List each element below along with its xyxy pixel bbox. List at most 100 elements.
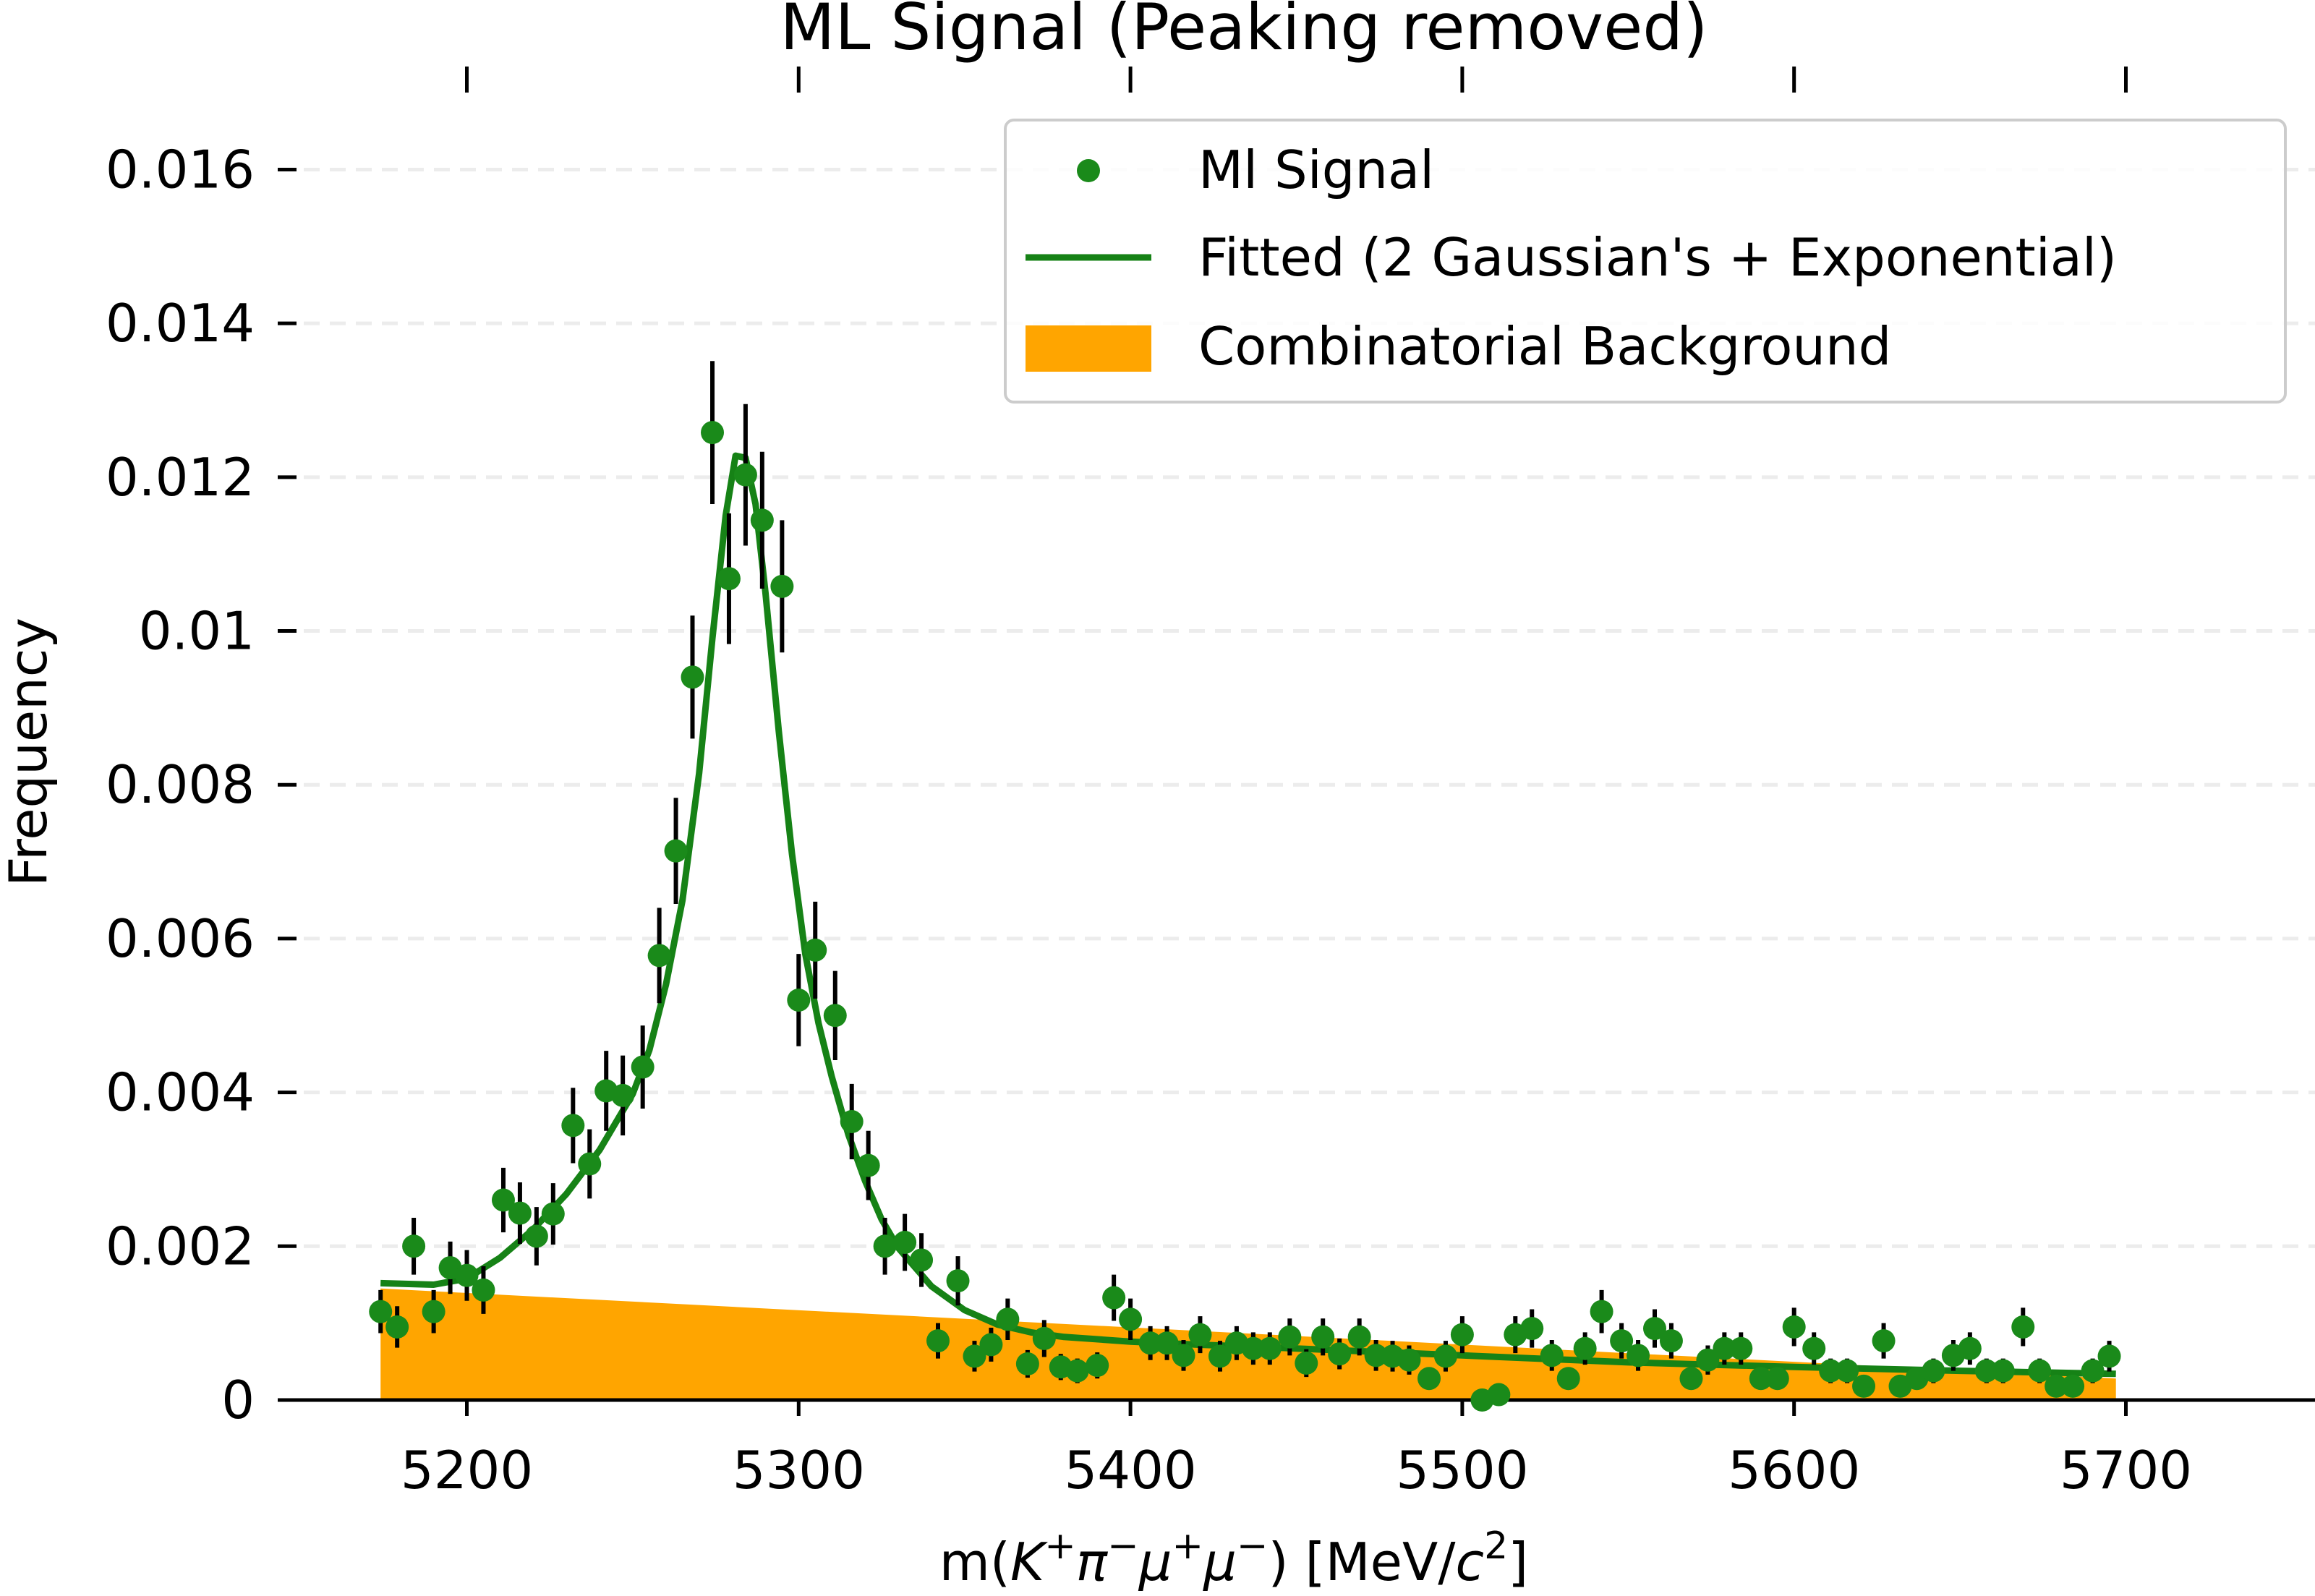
signal-point [1119, 1307, 1143, 1331]
signal-point [1311, 1325, 1335, 1349]
signal-point [631, 1055, 655, 1079]
signal-point [1155, 1331, 1179, 1355]
signal-point [979, 1333, 1003, 1357]
signal-point [856, 1153, 880, 1177]
x-tick-label: 5600 [1728, 1440, 1860, 1501]
y-tick-label: 0.014 [106, 293, 255, 354]
signal-point [1086, 1354, 1109, 1378]
signal-point [681, 665, 704, 689]
y-tick-label: 0.008 [106, 754, 255, 815]
signal-points-layer [369, 361, 2121, 1412]
legend-signal-label: Ml Signal [1198, 140, 1434, 200]
signal-point [1138, 1331, 1162, 1355]
signal-point [1696, 1348, 1720, 1372]
signal-point [1433, 1344, 1457, 1368]
signal-point [1520, 1317, 1544, 1341]
signal-point [787, 988, 811, 1012]
signal-point [1487, 1383, 1511, 1407]
signal-point [1679, 1367, 1703, 1391]
signal-point [1802, 1336, 1826, 1360]
signal-point [1819, 1359, 1843, 1383]
signal-point [823, 1004, 847, 1028]
y-tick-label: 0.016 [106, 139, 255, 200]
signal-point [1729, 1336, 1753, 1360]
signal-point [1974, 1359, 1998, 1383]
signal-point [2061, 1374, 2085, 1398]
signal-point [2045, 1374, 2068, 1398]
x-tick-label: 5500 [1396, 1440, 1528, 1501]
signal-point [946, 1269, 970, 1293]
signal-point [369, 1300, 393, 1323]
signal-point [701, 421, 725, 445]
signal-point [1347, 1325, 1371, 1349]
y-tick-label: 0.006 [106, 908, 255, 969]
signal-point [1573, 1336, 1597, 1360]
signal-point [717, 567, 741, 591]
signal-point [524, 1224, 548, 1248]
legend-background-label: Combinatorial Background [1198, 316, 1891, 377]
signal-point [1991, 1359, 2015, 1383]
signal-point [1659, 1329, 1683, 1353]
signal-point [1749, 1367, 1773, 1391]
signal-point [1627, 1344, 1650, 1367]
signal-point [1397, 1348, 1421, 1372]
signal-point [491, 1188, 515, 1212]
signal-point [1610, 1329, 1634, 1353]
signal-point [1765, 1367, 1789, 1391]
y-tick-label: 0 [221, 1370, 255, 1430]
signal-point [2011, 1315, 2035, 1339]
axes: 5200 5300 5400 5500 5600 5700 0 0.002 0.004 0.006… [106, 67, 2315, 1501]
signal-point [561, 1114, 585, 1138]
x-tick-label: 5300 [733, 1440, 865, 1501]
signal-point [422, 1300, 445, 1323]
signal-point [733, 463, 757, 487]
signal-point [1540, 1344, 1564, 1367]
signal-point [1364, 1344, 1388, 1367]
signal-point [1172, 1344, 1195, 1367]
signal-point [1328, 1342, 1352, 1366]
signal-point [840, 1110, 864, 1134]
x-tick-label: 5200 [401, 1440, 533, 1501]
y-tick-label: 0.012 [106, 447, 255, 508]
signal-point [611, 1083, 635, 1107]
signal-point [455, 1263, 479, 1287]
signal-point [1590, 1300, 1613, 1323]
signal-point [402, 1234, 426, 1258]
signal-point [1188, 1323, 1212, 1347]
signal-point [1208, 1344, 1232, 1368]
legend-frame [1004, 119, 2287, 404]
signal-point [1258, 1336, 1282, 1360]
signal-point [1642, 1317, 1666, 1341]
y-tick-label: 0.002 [106, 1216, 255, 1276]
signal-point [1450, 1323, 1474, 1347]
signal-point [1958, 1336, 1982, 1360]
signal-point [803, 938, 827, 962]
legend-signal-marker [1077, 159, 1100, 182]
signal-point [1102, 1286, 1126, 1310]
y-tick-label: 0.01 [139, 601, 255, 662]
legend-background-swatch [1026, 325, 1151, 372]
signal-point [963, 1344, 986, 1368]
signal-point [770, 574, 794, 598]
signal-point [1278, 1325, 1302, 1349]
signal-point [472, 1278, 495, 1302]
signal-point [996, 1307, 1020, 1331]
signal-point [2097, 1344, 2121, 1368]
y-axis-title: Frequency [0, 618, 59, 887]
signal-point [1065, 1359, 1089, 1383]
signal-point [1782, 1315, 1806, 1339]
x-tick-label: 5700 [2060, 1440, 2192, 1501]
signal-point [1417, 1367, 1441, 1391]
signal-point [873, 1234, 897, 1258]
x-tick-label: 5400 [1064, 1440, 1196, 1501]
chart-title: ML Signal (Peaking removed) [780, 0, 1708, 64]
signal-point [1241, 1336, 1265, 1360]
signal-point [910, 1248, 934, 1272]
signal-point [893, 1230, 917, 1254]
signal-point [926, 1329, 950, 1353]
signal-point [1295, 1351, 1318, 1375]
signal-point [750, 508, 774, 532]
signal-point [1922, 1359, 1945, 1383]
signal-point [664, 839, 688, 863]
